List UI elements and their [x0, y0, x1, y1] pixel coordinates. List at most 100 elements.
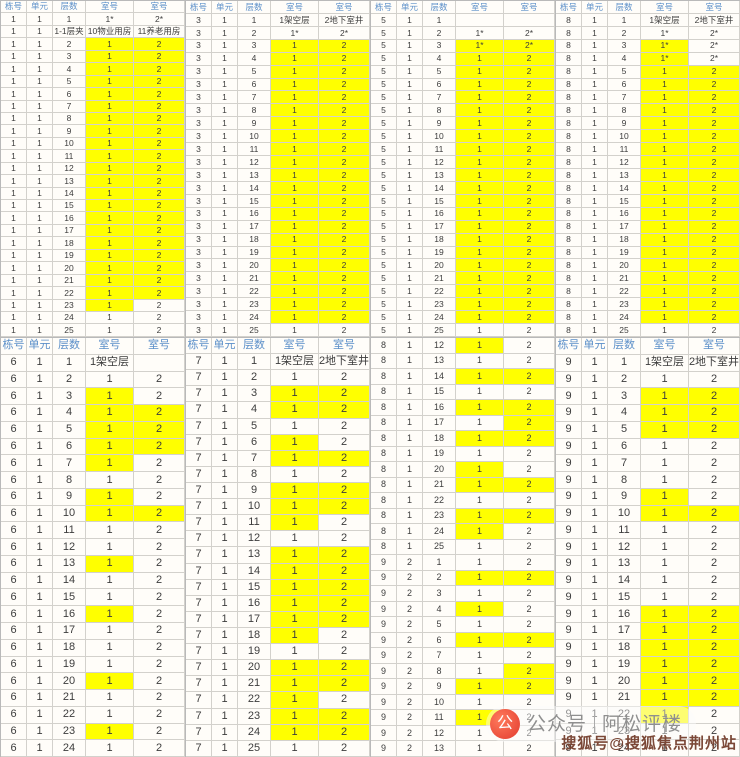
unit-cell: 1: [212, 660, 238, 677]
room2-cell: 2: [319, 450, 370, 467]
building-cell: 9: [556, 673, 582, 691]
column-header: 栋号: [186, 338, 212, 355]
floor-cell: 14: [238, 563, 271, 580]
floor-cell: 19: [53, 656, 86, 674]
unit-cell: 1: [27, 13, 53, 26]
floor-cell: 21: [53, 690, 86, 707]
room2-cell: 2: [319, 482, 370, 500]
floor-cell: 4: [53, 63, 86, 76]
table-row: 6 1 11 1 2: [1, 522, 185, 540]
table-row: 8 1 13 1 2: [371, 353, 555, 370]
room1-cell: 1: [456, 91, 504, 105]
room1-cell: 1*: [456, 26, 504, 40]
room1-cell: 1: [641, 488, 689, 506]
room2-cell: 2: [134, 623, 185, 640]
floor-cell: 18: [608, 233, 641, 247]
room1-cell: 1: [456, 663, 504, 680]
unit-cell: 1: [212, 324, 238, 337]
room1-cell: 1: [641, 143, 689, 157]
floor-cell: 19: [608, 246, 641, 260]
floor-cell: 8: [238, 104, 271, 118]
table-row: 9 1 15 1 2: [556, 589, 740, 607]
table-row: 7 1 11 1 2: [186, 515, 370, 532]
room1-cell: 1: [86, 589, 134, 607]
floor-cell: 21: [238, 272, 271, 286]
building-cell: 9: [556, 522, 582, 540]
room1-cell: 1: [86, 656, 134, 674]
floor-cell: 11: [53, 522, 86, 540]
floor-cell: 6: [53, 88, 86, 101]
room1-cell: 1: [271, 52, 319, 66]
building-cell: 3: [186, 194, 212, 208]
column-header: 栋号: [556, 1, 582, 14]
room1-cell: 1: [456, 477, 504, 494]
room2-cell: 2: [689, 505, 740, 523]
building-cell: 5: [371, 143, 397, 157]
unit-cell: 1: [212, 13, 238, 27]
room2-cell: 2: [319, 272, 370, 286]
room1-cell: 1: [86, 522, 134, 540]
building-cell: 6: [1, 589, 27, 607]
room2-cell: 2: [319, 156, 370, 169]
room2-cell: 2: [689, 539, 740, 556]
room1-cell: 1: [86, 299, 134, 312]
building-cell: 9: [556, 405, 582, 422]
column-header: 栋号: [371, 1, 397, 14]
table-row: 7 1 25 1 2: [186, 740, 370, 757]
table-row: 8 1 14 1 2: [371, 369, 555, 385]
unit-cell: 1: [582, 130, 608, 144]
building-cell: 6: [1, 455, 27, 473]
room1-cell: 1: [456, 207, 504, 221]
building-cell: 6: [1, 555, 27, 573]
building-cell: 5: [371, 324, 397, 337]
floor-cell: 1: [238, 13, 271, 27]
table-row: 1 1 24 1 2: [1, 311, 185, 325]
table-row: 1 1 16 1 2: [1, 212, 185, 225]
building-cell: 9: [556, 371, 582, 389]
unit-cell: 1: [582, 104, 608, 118]
building-cell: 5: [371, 65, 397, 79]
floor-cell: 14: [423, 181, 456, 195]
room1-cell: 1: [456, 324, 504, 337]
table-row: 7 1 22 1 2: [186, 692, 370, 709]
table-row: 7 1 19 1 2: [186, 644, 370, 661]
room1-cell: 1: [641, 723, 689, 741]
column-header: 室号: [86, 338, 134, 355]
building-cell: 6: [1, 354, 27, 372]
room2-cell: 2: [689, 623, 740, 640]
room2-cell: 2: [134, 324, 185, 337]
unit-cell: 1: [397, 194, 423, 208]
unit-cell: 1: [582, 455, 608, 473]
room1-cell: 1: [456, 194, 504, 208]
unit-cell: 1: [397, 477, 423, 494]
table-row: 8 1 14 1 2: [556, 181, 740, 195]
room2-cell: 2: [504, 194, 555, 208]
room2-cell: 2: [689, 522, 740, 540]
floor-cell: 1: [53, 354, 86, 372]
unit-cell: 1: [27, 150, 53, 163]
room2-cell: 2: [504, 601, 555, 618]
building-cell: 7: [186, 434, 212, 451]
floor-cell: 11: [238, 515, 271, 532]
building-cell: 6: [1, 606, 27, 624]
building-cell: 8: [556, 39, 582, 53]
room1-cell: 1: [456, 369, 504, 385]
building-cell: 3: [186, 272, 212, 286]
floor-cell: 12: [238, 156, 271, 169]
room2-cell: 2: [689, 639, 740, 657]
floor-cell: 24: [238, 724, 271, 741]
room1-cell: 1: [86, 187, 134, 200]
table-row: 5 1 24 1 2: [371, 311, 555, 325]
building-cell: 6: [1, 690, 27, 707]
floor-cell: 11: [238, 143, 271, 157]
room1-cell: 1: [271, 181, 319, 195]
room2-cell: 2: [689, 220, 740, 234]
table-row: 8 1 4 1* 2*: [556, 52, 740, 66]
room1-cell: 1: [86, 606, 134, 624]
unit-cell: 1: [27, 438, 53, 456]
table-row: 3 1 2 1* 2*: [186, 26, 370, 40]
room1-cell: 1: [456, 400, 504, 416]
